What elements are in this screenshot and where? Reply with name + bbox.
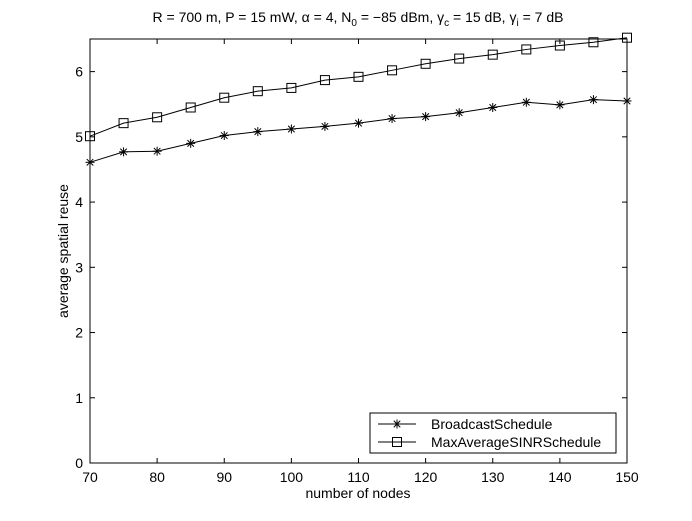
x-tick-label: 80 [149,469,165,485]
data-point [622,32,632,43]
data-point [622,96,632,106]
data-point [253,127,263,137]
data-point [219,92,230,103]
data-point [554,40,565,51]
series-layer [85,32,632,167]
legend-label: MaxAverageSINRSchedule [431,434,601,450]
data-point [387,65,398,76]
data-point [320,121,330,131]
data-point [219,131,229,141]
legend-label: BroadcastSchedule [431,416,553,432]
data-point [152,146,162,156]
x-tick-label: 90 [216,469,232,485]
series-line [89,37,628,137]
data-point [85,157,95,167]
x-tick-label: 120 [414,469,438,485]
y-tick-label: 3 [75,259,83,275]
y-tick-label: 6 [75,64,83,80]
data-point [588,95,598,105]
data-point [353,71,364,82]
x-axis-label: number of nodes [305,485,410,501]
data-point [392,419,402,429]
data-point [186,138,196,148]
data-point [488,102,498,112]
data-point [119,147,129,157]
y-tick-label: 1 [75,390,83,406]
data-point [118,118,129,129]
data-point [588,37,599,48]
x-tick-label: 110 [347,469,370,485]
data-point [387,114,397,124]
y-tick-label: 4 [75,194,83,210]
data-point [420,58,431,69]
data-point [152,112,163,123]
data-point [85,131,95,142]
legend-entry: BroadcastSchedule [378,416,553,432]
plot-area [89,38,628,464]
series-square [85,32,632,142]
x-tick-label: 130 [481,469,505,485]
data-point [185,102,196,113]
axis-ticks: 70 80 90 100 110 120 130 140 150 0 1 2 3 4 5 6 [75,39,639,485]
data-point [454,108,464,118]
data-point [286,124,296,134]
data-point [487,49,498,60]
x-tick-label: 70 [82,469,98,485]
data-point [555,100,565,110]
series-asterisk [85,95,632,167]
x-tick-label: 140 [548,469,572,485]
legend-entry: MaxAverageSINRSchedule [378,434,601,450]
data-point [521,97,531,107]
legend: BroadcastSchedule MaxAverageSINRSchedule [369,412,617,454]
data-point [521,44,532,55]
x-tick-label: 150 [615,469,639,485]
y-tick-label: 5 [75,129,83,145]
data-point [392,437,402,447]
legend-box [369,412,617,454]
data-point [421,112,431,122]
data-point [454,53,465,64]
data-point [354,118,363,128]
chart-title: R = 700 m, P = 15 mW, α = 4, N0 = −85 dB… [153,9,564,29]
data-point [252,86,263,97]
data-point [319,75,330,86]
y-axis-label: average spatial reuse [55,184,71,318]
x-tick-label: 100 [280,469,304,485]
y-tick-label: 2 [75,325,83,341]
y-tick-label: 0 [75,455,83,471]
data-point [286,82,297,93]
